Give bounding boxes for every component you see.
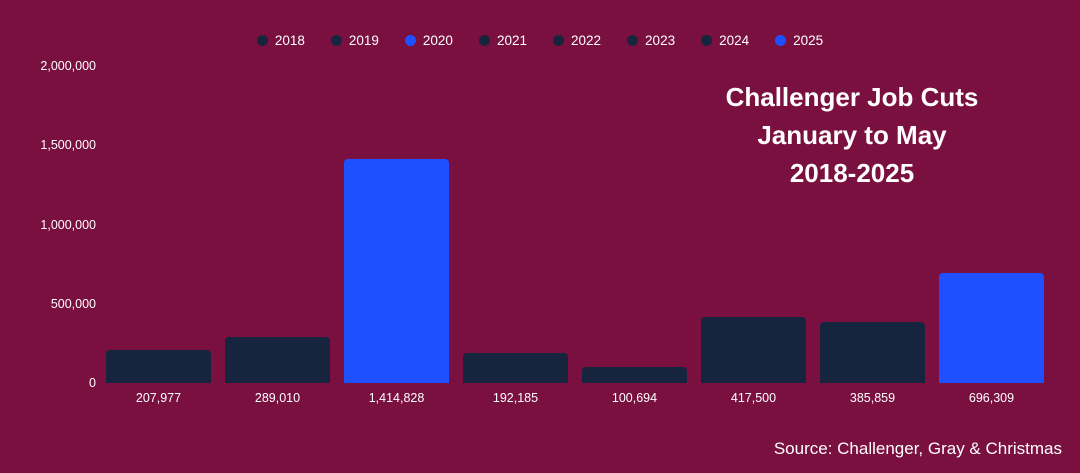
legend-label: 2019 xyxy=(348,33,379,48)
bar-value-label: 696,309 xyxy=(968,391,1015,405)
bar-value-label: 192,185 xyxy=(492,391,539,405)
bar-column-2020: 1,414,828 xyxy=(344,66,449,405)
bar-2019 xyxy=(225,337,330,383)
legend-dot-icon xyxy=(478,35,490,46)
bar-2024 xyxy=(820,321,925,383)
legend: 2018 2019 2020 2021 2022 2023 2024 2025 xyxy=(0,33,1080,48)
chart-title-line1: Challenger Job Cuts xyxy=(725,82,979,112)
source-attribution: Source: Challenger, Gray & Christmas xyxy=(773,439,1062,458)
bar-column-2021: 192,185 xyxy=(463,66,568,405)
legend-dot-icon xyxy=(553,35,564,46)
bar-value-label: 417,500 xyxy=(730,391,777,405)
bar-value-label: 100,694 xyxy=(611,391,658,405)
legend-label: 2024 xyxy=(719,33,750,48)
bar-value-label: 289,010 xyxy=(254,391,301,405)
legend-item-2023: 2023 xyxy=(627,33,675,48)
legend-item-2021: 2021 xyxy=(478,33,527,48)
bar-column-2018: 207,977 xyxy=(106,66,211,405)
bar-2025 xyxy=(939,272,1044,383)
chart-title: Challenger Job Cuts January to May 2018-… xyxy=(672,78,1032,192)
y-axis: 0 500,000 1,000,000 1,500,000 2,000,000 xyxy=(0,0,96,473)
chart-title-line3: 2018-2025 xyxy=(789,158,915,188)
legend-label: 2025 xyxy=(793,33,824,48)
bar-column-2019: 289,010 xyxy=(225,66,330,405)
bar-column-2022: 100,694 xyxy=(582,66,687,405)
legend-item-2024: 2024 xyxy=(701,33,749,48)
legend-dot-icon xyxy=(256,35,268,46)
legend-item-2020: 2020 xyxy=(404,33,453,48)
legend-item-2018: 2018 xyxy=(256,33,305,48)
y-axis-label: 1,000,000 xyxy=(40,217,96,232)
legend-dot-icon xyxy=(701,35,713,46)
legend-item-2019: 2019 xyxy=(330,33,379,48)
legend-item-2025: 2025 xyxy=(775,33,823,48)
y-axis-label: 2,000,000 xyxy=(40,59,96,73)
bar-2023 xyxy=(701,316,806,383)
bar-2021 xyxy=(463,352,568,383)
bar-column-2023: 417,500 xyxy=(701,66,806,405)
legend-label: 2021 xyxy=(496,33,527,48)
legend-label: 2020 xyxy=(422,33,453,48)
legend-item-2022: 2022 xyxy=(553,33,601,48)
legend-dot-icon xyxy=(330,35,342,46)
legend-label: 2018 xyxy=(274,33,305,48)
y-axis-label: 1,500,000 xyxy=(40,138,96,153)
legend-dot-icon xyxy=(627,35,639,46)
bar-value-label: 207,977 xyxy=(135,391,182,405)
bar-column-2024: 385,859 xyxy=(820,66,925,405)
plot-area: 207,977 289,010 1,414,828 192,185 100,694 417… xyxy=(106,66,1044,405)
y-axis-label: 500,000 xyxy=(50,296,96,311)
legend-label: 2022 xyxy=(571,33,602,48)
legend-dot-icon xyxy=(404,35,416,46)
legend-dot-icon xyxy=(775,35,787,46)
bar-2018 xyxy=(106,350,211,383)
legend-label: 2023 xyxy=(645,33,676,48)
y-axis-label: 0 xyxy=(89,376,96,390)
chart-title-line2: January to May xyxy=(757,120,947,150)
bar-2022 xyxy=(582,367,687,383)
bar-value-label: 385,859 xyxy=(849,391,896,405)
bar-2020 xyxy=(344,158,449,383)
bar-column-2025: 696,309 xyxy=(939,66,1044,405)
bar-value-label: 1,414,828 xyxy=(368,391,425,405)
